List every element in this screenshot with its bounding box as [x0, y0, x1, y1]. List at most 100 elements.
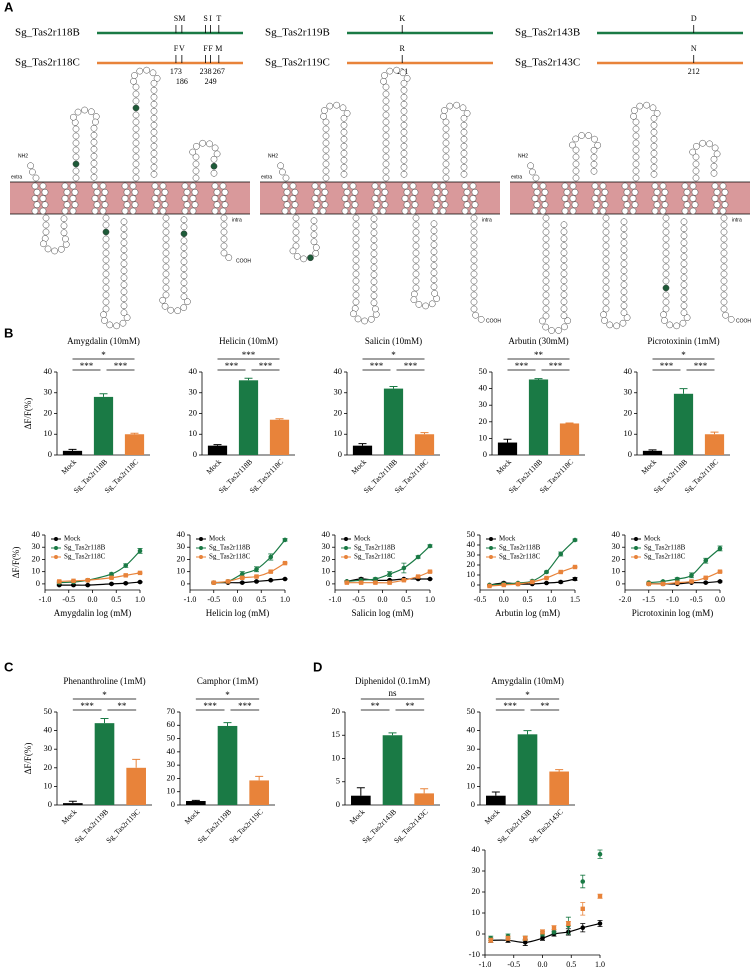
residue: [441, 201, 449, 209]
residue: [599, 182, 607, 190]
residue: [99, 207, 107, 215]
y-tick-label: 30: [467, 549, 476, 559]
y-tick-label: 10: [44, 780, 53, 790]
legend-label: Mock: [354, 535, 371, 543]
residue: [91, 207, 99, 215]
point: [523, 936, 528, 941]
significance-label: *: [101, 350, 106, 360]
error-bar: [132, 758, 141, 768]
point: [566, 921, 571, 926]
significance-label: ***: [225, 361, 239, 371]
residue: [662, 298, 670, 306]
residue: [69, 207, 77, 215]
receptor-name: Sg_Tas2r143C: [515, 57, 580, 69]
residue: [439, 195, 447, 202]
residue: [69, 195, 77, 202]
error-bar: [68, 448, 77, 451]
residue: [469, 182, 477, 190]
residue: [620, 218, 628, 226]
residue: [727, 316, 735, 323]
legend-marker: [199, 537, 203, 541]
residue: [343, 110, 351, 117]
residue: [219, 195, 227, 202]
residue: [373, 188, 381, 196]
residue: [39, 195, 47, 202]
residue: [433, 201, 441, 209]
residue: [370, 285, 378, 293]
point: [123, 573, 128, 578]
residue: [379, 207, 387, 215]
x-tick-label: -0.5: [352, 595, 365, 604]
residue: [31, 195, 39, 202]
residue: [720, 277, 728, 285]
residue: [400, 128, 408, 136]
point: [415, 574, 421, 579]
x-tick-label: -1.0: [329, 595, 342, 604]
residue: [594, 141, 602, 149]
residue: [542, 214, 550, 222]
residue: [542, 256, 550, 264]
bar: [94, 723, 115, 805]
x-tick-label: -0.5: [62, 595, 75, 604]
x-tick-label: Mock: [494, 457, 513, 476]
point: [580, 906, 585, 911]
y-tick-label: 30: [177, 541, 186, 551]
point: [387, 571, 392, 577]
significance-label: *: [225, 690, 230, 700]
error-bar: [388, 732, 397, 736]
residue: [150, 149, 158, 157]
residue: [352, 270, 360, 278]
x-tick-label: -1.0: [184, 595, 197, 604]
residue: [41, 188, 49, 196]
error-bar: [358, 443, 367, 446]
residue: [162, 291, 170, 299]
point: [344, 580, 350, 585]
significance-label: ***: [80, 361, 94, 371]
residue: [650, 135, 658, 143]
residue: [319, 207, 327, 215]
residue: [431, 207, 439, 215]
residue: [679, 319, 687, 327]
residue: [400, 170, 408, 178]
residue: [340, 128, 348, 136]
residue: [561, 195, 569, 202]
significance-label: **: [371, 701, 381, 711]
residue: [572, 135, 580, 143]
point: [717, 579, 723, 584]
residue: [180, 272, 188, 280]
residue: [561, 207, 569, 215]
residue: [102, 256, 110, 264]
residue: [372, 305, 379, 313]
residue: [311, 182, 319, 190]
residue: [180, 304, 188, 311]
y-tick-label: 10: [624, 428, 633, 438]
residue: [403, 201, 411, 209]
residue-position: 173: [170, 67, 182, 76]
point: [597, 894, 603, 899]
significance-label: ***: [503, 701, 517, 711]
residue: [591, 195, 599, 202]
bar: [414, 793, 434, 805]
residue: [151, 182, 159, 190]
snake-label: intra: [482, 217, 492, 223]
residue: [720, 228, 728, 236]
residue: [441, 107, 448, 114]
residue: [590, 167, 598, 175]
residue: [150, 107, 158, 115]
panel-label: A: [4, 0, 14, 14]
legend-marker: [54, 537, 58, 541]
y-tick-label: 0: [616, 578, 620, 588]
y-tick-label: 10: [177, 566, 186, 576]
point: [239, 571, 245, 577]
error-bar: [191, 799, 200, 802]
y-tick-label: 40: [624, 366, 633, 376]
residue: [370, 264, 378, 272]
legend-label: Sg_Tas2r118C: [64, 553, 106, 561]
residue: [281, 207, 289, 215]
y-tick-label: 20: [334, 407, 343, 417]
residue: [183, 201, 191, 209]
y-tick-label: 10: [479, 432, 488, 442]
residue: [431, 195, 439, 202]
residue: [29, 168, 36, 176]
residue: [400, 107, 408, 115]
